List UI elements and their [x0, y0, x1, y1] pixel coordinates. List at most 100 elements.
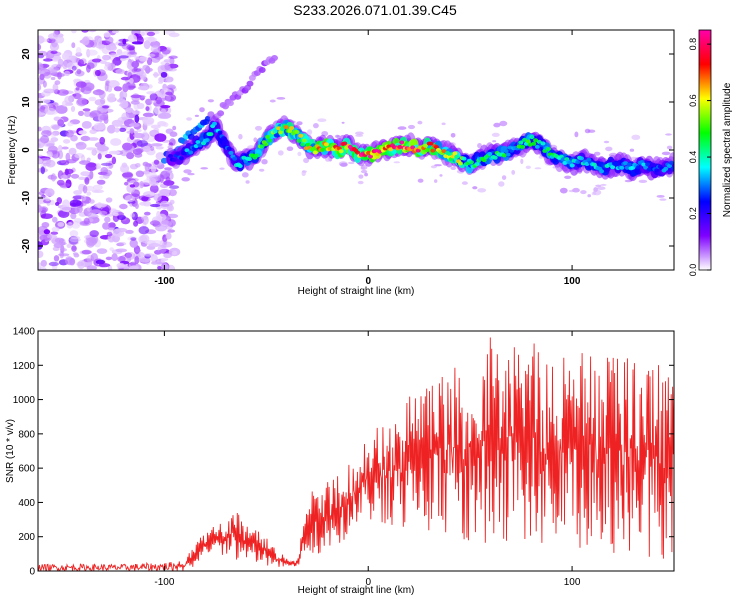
heatmap-noise-cell [142, 119, 154, 126]
heatmap-noise-cell [76, 68, 82, 75]
heatmap-noise-cell [125, 107, 134, 113]
heatmap-noise-cell [142, 64, 150, 71]
heatmap-noise-cell [60, 174, 68, 180]
heatmap-ridge-core [320, 147, 326, 152]
heatmap-noise-cell [129, 47, 136, 55]
heatmap-noise-cell [138, 226, 150, 235]
heatmap-noise-cell [77, 260, 85, 270]
heatmap-ridge-core [278, 130, 284, 135]
heatmap-ridge-core [545, 147, 551, 151]
heatmap-noise-cell [130, 237, 137, 241]
heatmap-noise-cell [103, 32, 111, 38]
heatmap-y-tick-label: 0 [21, 147, 32, 153]
heatmap-noise-cell [56, 197, 62, 205]
heatmap-noise-cell [73, 61, 79, 70]
heatmap-noise-cell [104, 82, 109, 92]
heatmap-noise-cell [134, 56, 139, 60]
heatmap-noise-cell [38, 62, 44, 71]
chart-title: S233.2026.071.01.39.C45 [293, 2, 457, 18]
heatmap-noise-cell [117, 241, 127, 246]
heatmap-noise-cell [70, 212, 77, 220]
heatmap-ridge-core [468, 160, 474, 165]
heatmap-ridge-core [457, 161, 463, 166]
heatmap-noise-cell [255, 125, 262, 131]
heatmap-ridge-core [522, 137, 528, 142]
heatmap-ridge-core [452, 151, 458, 156]
heatmap-noise-cell [67, 121, 74, 127]
heatmap-noise-cell [594, 151, 601, 156]
heatmap-noise-cell [96, 248, 108, 255]
heatmap-noise-cell [71, 65, 77, 71]
heatmap-noise-cell [55, 105, 68, 114]
heatmap-ridge-core [179, 156, 184, 161]
heatmap-noise-cell [525, 165, 531, 169]
heatmap-noise-cell [361, 169, 368, 174]
heatmap-ridge-core [428, 141, 434, 146]
heatmap-noise-cell [86, 265, 97, 270]
heatmap-noise-cell [102, 54, 111, 61]
heatmap-noise-cell [120, 164, 130, 173]
heatmap-ridge-core [254, 153, 260, 158]
heatmap-noise-cell [117, 256, 126, 263]
heatmap-ridge-core [338, 149, 344, 154]
heatmap-noise-cell [150, 100, 157, 104]
heatmap-noise-cell [159, 174, 164, 184]
heatmap-noise-cell [511, 170, 516, 175]
heatmap-noise-cell [341, 121, 345, 124]
heatmap-noise-cell [129, 128, 135, 134]
heatmap-noise-cell [111, 253, 118, 261]
heatmap-noise-cell [40, 259, 47, 267]
heatmap-noise-cell [85, 185, 95, 192]
heatmap-noise-cell [135, 170, 145, 178]
heatmap-ridge-core [399, 140, 405, 145]
heatmap-noise-cell [397, 126, 407, 130]
heatmap-noise-cell [119, 203, 128, 210]
heatmap-noise-cell [54, 237, 64, 244]
heatmap-noise-cell [129, 163, 139, 170]
heatmap-noise-cell [84, 177, 90, 185]
heatmap-noise-cell [47, 110, 58, 115]
heatmap-noise-cell [92, 184, 103, 191]
snr-x-tick-label: -100 [154, 577, 174, 588]
heatmap-noise-cell [159, 188, 170, 196]
heatmap-noise-cell [110, 45, 117, 51]
heatmap-noise-cell [109, 62, 116, 71]
heatmap-noise-cell [65, 168, 74, 174]
heatmap-noise-cell [559, 187, 568, 194]
heatmap-noise-cell [121, 172, 133, 178]
heatmap-ridge-core [237, 164, 243, 168]
heatmap-noise-cell [71, 245, 77, 252]
heatmap-noise-cell [135, 248, 141, 253]
heatmap-noise-cell [106, 94, 116, 103]
heatmap-noise-cell [38, 38, 50, 42]
heatmap-noise-cell [52, 130, 60, 136]
heatmap-noise-cell [355, 134, 364, 137]
heatmap-ridge-core [171, 158, 177, 162]
heatmap-noise-cell [82, 108, 91, 112]
heatmap-noise-cell [169, 199, 175, 205]
heatmap-noise-cell [163, 252, 173, 259]
heatmap-noise-cell [88, 212, 98, 218]
heatmap-noise-cell [164, 79, 172, 83]
heatmap-noise-cell [631, 134, 641, 140]
heatmap-noise-cell [110, 138, 122, 146]
heatmap-noise-cell [90, 209, 102, 214]
heatmap-noise-cell [76, 205, 83, 213]
heatmap-noise-cell [86, 49, 98, 56]
heatmap-noise-cell [501, 175, 507, 181]
heatmap-ridge-core [272, 129, 278, 134]
heatmap-noise-cell [86, 147, 97, 151]
heatmap-noise-cell [94, 69, 101, 77]
heatmap-noise-cell [53, 89, 60, 95]
heatmap-noise-cell [122, 142, 133, 151]
heatmap-noise-cell [133, 220, 139, 227]
heatmap-noise-cell [78, 110, 84, 117]
heatmap-ridge-core [626, 162, 632, 167]
heatmap-noise-cell [50, 231, 59, 235]
heatmap-noise-cell [107, 30, 113, 33]
heatmap-noise-cell [153, 71, 159, 78]
heatmap-noise-cell [335, 134, 340, 138]
heatmap-noise-cell [493, 122, 501, 128]
heatmap-noise-cell [584, 128, 591, 134]
heatmap-noise-cell [130, 213, 135, 218]
